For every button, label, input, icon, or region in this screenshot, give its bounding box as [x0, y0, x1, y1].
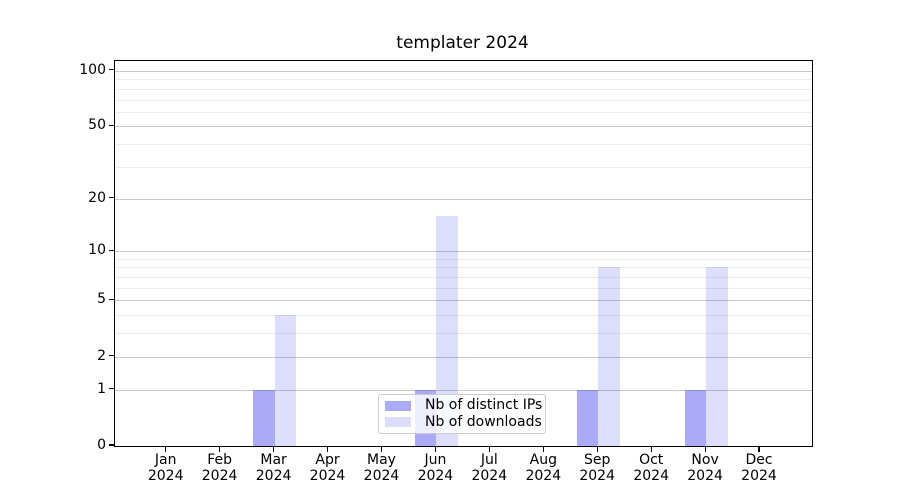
- x-tick-label-may: May 2024: [363, 452, 400, 484]
- x-tick-mark: [704, 446, 706, 452]
- bar-distinct-ips-sep: [576, 389, 599, 446]
- x-tick-label-jun: Jun 2024: [417, 452, 454, 484]
- plot-area: [114, 60, 813, 447]
- x-tick-label-jan: Jan 2024: [147, 452, 184, 484]
- y-gridline-minor: [115, 277, 812, 278]
- x-tick-label-aug: Aug 2024: [525, 452, 562, 484]
- x-tick-mark: [650, 446, 652, 452]
- y-gridline-major: [115, 389, 812, 391]
- x-tick-label-sep: Sep 2024: [579, 452, 615, 484]
- x-tick-mark: [542, 446, 544, 452]
- x-tick-mark: [434, 446, 436, 452]
- x-tick-label-apr: Apr 2024: [309, 452, 346, 484]
- y-tick-mark: [109, 124, 114, 126]
- legend-label-distinct-ips: Nb of distinct IPs: [425, 397, 543, 414]
- y-gridline-minor: [115, 79, 812, 81]
- y-gridline-minor: [115, 88, 812, 90]
- y-gridline-minor: [115, 333, 812, 335]
- y-tick-label-5: 5: [97, 291, 106, 308]
- y-gridline-minor: [115, 267, 812, 269]
- y-tick-label-0: 0: [97, 437, 106, 453]
- x-tick-mark: [488, 446, 490, 452]
- y-tick-label-10: 10: [88, 242, 106, 259]
- x-tick-label-feb: Feb 2024: [201, 452, 238, 484]
- y-tick-label-20: 20: [88, 189, 106, 206]
- y-gridline-major: [115, 251, 812, 253]
- chart-title: templater 2024: [396, 33, 529, 53]
- legend-item-downloads: Nb of downloads: [385, 413, 542, 430]
- x-tick-label-oct: Oct 2024: [633, 452, 669, 484]
- legend-swatch-distinct-ips: [385, 400, 411, 411]
- x-tick-mark: [380, 446, 383, 452]
- y-tick-mark: [109, 69, 114, 71]
- y-tick-mark: [109, 388, 114, 390]
- x-tick-label-nov: Nov 2024: [687, 452, 723, 484]
- bar-downloads-sep: [598, 267, 620, 446]
- bar-distinct-ips-nov: [684, 389, 707, 446]
- y-gridline-minor: [115, 144, 812, 146]
- x-tick-label-dec: Dec 2024: [741, 452, 777, 484]
- x-tick-mark: [326, 446, 329, 452]
- y-gridline-minor: [115, 287, 812, 289]
- y-gridline-minor: [115, 99, 812, 101]
- y-tick-mark: [109, 444, 114, 446]
- bar-downloads-nov: [706, 267, 728, 446]
- y-tick-mark: [109, 249, 114, 251]
- y-gridline-minor: [115, 111, 812, 113]
- y-tick-label-2: 2: [97, 347, 106, 364]
- bar-distinct-ips-mar: [253, 389, 275, 446]
- x-tick-label-jul: Jul 2024: [471, 452, 508, 484]
- y-gridline-major: [115, 198, 812, 200]
- x-tick-mark: [219, 446, 221, 452]
- x-tick-mark: [758, 446, 760, 452]
- y-gridline-major: [115, 70, 812, 72]
- y-tick-label-50: 50: [88, 117, 106, 134]
- legend-swatch-downloads: [385, 417, 411, 428]
- y-gridline-major: [115, 356, 812, 358]
- legend-label-downloads: Nb of downloads: [425, 413, 542, 430]
- y-tick-mark: [109, 196, 114, 199]
- x-tick-label-mar: Mar 2024: [255, 452, 292, 484]
- legend: Nb of distinct IPs Nb of downloads: [378, 394, 546, 434]
- y-gridline-minor: [115, 315, 812, 317]
- x-tick-mark: [165, 446, 167, 452]
- y-tick-mark: [109, 298, 114, 300]
- legend-item-distinct-ips: Nb of distinct IPs: [385, 397, 543, 414]
- x-tick-mark: [596, 446, 598, 452]
- y-tick-label-1: 1: [97, 380, 106, 397]
- y-tick-mark: [109, 355, 114, 357]
- y-gridline-minor: [115, 166, 812, 168]
- x-tick-mark: [273, 446, 275, 452]
- bar-downloads-jun: [436, 215, 458, 446]
- bar-downloads-mar: [274, 315, 297, 446]
- y-gridline-major: [115, 126, 812, 128]
- y-gridline-major: [115, 300, 812, 302]
- y-gridline-minor: [115, 258, 812, 260]
- y-tick-label-100: 100: [79, 61, 106, 78]
